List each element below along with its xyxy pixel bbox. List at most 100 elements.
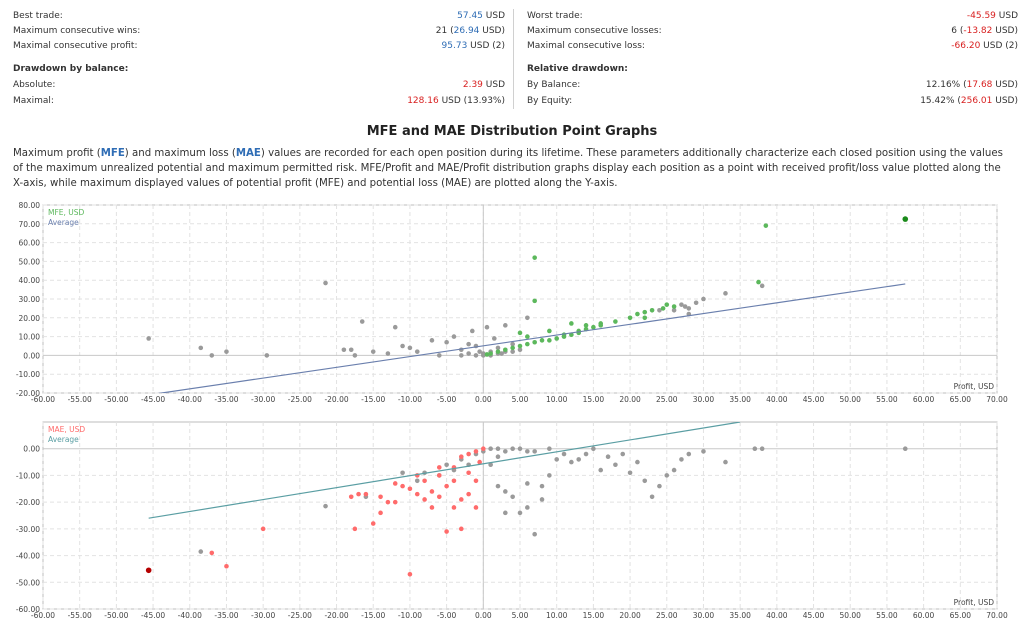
mae-point bbox=[385, 499, 391, 505]
mfe-point-gray bbox=[492, 336, 497, 341]
mae-point-gray bbox=[679, 457, 684, 462]
mae-point-gray bbox=[517, 446, 523, 452]
mae-y-tick: -60.00 bbox=[16, 605, 40, 614]
mfe-point-gray bbox=[679, 302, 684, 307]
mae-point bbox=[458, 497, 464, 502]
mfe-x-tick: 45.00 bbox=[803, 395, 825, 404]
mfe-point bbox=[583, 323, 589, 328]
mae-point bbox=[466, 451, 471, 457]
stats-section-heading: Drawdown by balance: bbox=[13, 64, 129, 74]
stat-row: Maximal: 128.16 USD (13.93%) bbox=[13, 94, 505, 108]
mae-point-gray bbox=[495, 454, 501, 460]
mfe-point-gray bbox=[495, 345, 501, 351]
mfe-point bbox=[671, 304, 677, 309]
mfe-point-gray bbox=[525, 315, 530, 321]
mae-point-gray bbox=[414, 478, 420, 484]
mfe-legend-average: Average bbox=[48, 218, 79, 227]
mfe-point-gray bbox=[407, 345, 413, 351]
mfe-legend-series: MFE, USD bbox=[48, 208, 85, 217]
stats-section-heading: Relative drawdown: bbox=[527, 64, 628, 74]
mae-x-tick: -25.00 bbox=[288, 611, 312, 620]
mfe-point-gray bbox=[686, 306, 692, 311]
mfe-point-gray bbox=[701, 296, 706, 302]
mfe-x-tick: 15.00 bbox=[583, 395, 605, 404]
mfe-point bbox=[547, 338, 552, 343]
mae-point bbox=[466, 491, 471, 497]
mfe-x-tick: 60.00 bbox=[913, 395, 935, 404]
mfe-point-gray bbox=[510, 341, 515, 347]
stat-row: Best trade: 57.45 USD bbox=[13, 9, 505, 23]
mfe-point-gray bbox=[264, 353, 270, 358]
mfe-point bbox=[532, 255, 537, 260]
stat-value: 57.45 USD bbox=[457, 11, 505, 21]
mae-point bbox=[481, 446, 486, 452]
mfe-point-gray bbox=[436, 353, 442, 358]
mfe-point bbox=[488, 351, 493, 356]
mae-point-gray bbox=[902, 446, 908, 452]
stat-value: 21 (26.94 USD) bbox=[435, 26, 505, 36]
mfe-point-gray bbox=[510, 349, 515, 354]
mae-point bbox=[209, 550, 215, 556]
mfe-point bbox=[660, 306, 666, 311]
mfe-y-tick: 50.00 bbox=[19, 257, 41, 266]
mfe-point-gray bbox=[499, 351, 504, 356]
mfe-x-tick: -55.00 bbox=[68, 395, 92, 404]
mfe-point-gray bbox=[723, 291, 728, 296]
mae-point bbox=[473, 449, 479, 454]
mae-point-gray bbox=[627, 470, 633, 476]
mae-point bbox=[352, 526, 358, 532]
mae-point-gray bbox=[547, 446, 552, 452]
stat-row: Maximum consecutive wins: 21 (26.94 USD) bbox=[13, 24, 505, 38]
mae-point bbox=[407, 571, 413, 577]
mae-point-gray bbox=[635, 459, 640, 465]
mfe-average-line bbox=[157, 283, 906, 393]
mae-y-tick: -40.00 bbox=[16, 552, 40, 561]
mae-point bbox=[451, 478, 457, 484]
mae-point-gray bbox=[444, 462, 449, 468]
mfe-point bbox=[495, 349, 501, 354]
mfe-x-tick: 20.00 bbox=[619, 395, 641, 404]
mae-point-gray bbox=[547, 473, 552, 478]
mae-legend-series: MAE, USD bbox=[48, 425, 85, 434]
mfe-point-gray bbox=[682, 304, 688, 309]
stat-row: By Equity: 15.42% (256.01 USD) bbox=[527, 94, 1018, 108]
section-title: MFE and MAE Distribution Point Graphs bbox=[366, 124, 658, 139]
mae-point-gray bbox=[613, 462, 618, 468]
mae-x-tick: 10.00 bbox=[546, 611, 568, 620]
mae-point-gray bbox=[525, 449, 530, 454]
mae-point-gray bbox=[400, 470, 405, 476]
mfe-point bbox=[763, 223, 769, 228]
mae-x-axis-label: Profit, USD bbox=[954, 598, 995, 607]
mfe-x-tick: -35.00 bbox=[214, 395, 238, 404]
mae-x-tick: -10.00 bbox=[398, 611, 422, 620]
mfe-point-gray bbox=[352, 353, 358, 358]
mae-x-tick: -55.00 bbox=[68, 611, 92, 620]
mfe-point bbox=[613, 319, 618, 324]
stat-label: Best trade: bbox=[13, 11, 63, 21]
stat-value: 2.39 USD bbox=[462, 80, 505, 90]
mae-point bbox=[466, 470, 471, 476]
mae-x-tick: -60.00 bbox=[31, 611, 55, 620]
mfe-x-tick: -5.00 bbox=[437, 395, 457, 404]
mae-x-tick: 15.00 bbox=[583, 611, 605, 620]
mfe-point-gray bbox=[470, 328, 475, 334]
stat-row: Maximum consecutive losses: 6 (-13.82 USD… bbox=[527, 24, 1018, 38]
stat-value: -66.20 USD (2) bbox=[951, 41, 1018, 51]
mfe-point-gray bbox=[693, 300, 699, 306]
stat-value: 12.16% (17.68 USD) bbox=[925, 80, 1018, 90]
mae-point bbox=[392, 499, 398, 505]
mae-x-tick: 0.00 bbox=[475, 611, 492, 620]
mfe-point-gray bbox=[146, 336, 151, 341]
mae-point-gray bbox=[671, 467, 677, 473]
mae-point-gray bbox=[488, 446, 493, 452]
mfe-point bbox=[554, 336, 559, 341]
mae-point bbox=[392, 481, 398, 486]
mae-point-gray bbox=[539, 497, 545, 502]
mae-point bbox=[477, 459, 482, 465]
mfe-y-tick: 80.00 bbox=[19, 201, 41, 210]
stat-label: Maximal: bbox=[13, 96, 54, 106]
mae-point-gray bbox=[503, 449, 508, 454]
mfe-point-gray bbox=[657, 307, 662, 313]
mae-y-tick: -50.00 bbox=[16, 578, 40, 587]
